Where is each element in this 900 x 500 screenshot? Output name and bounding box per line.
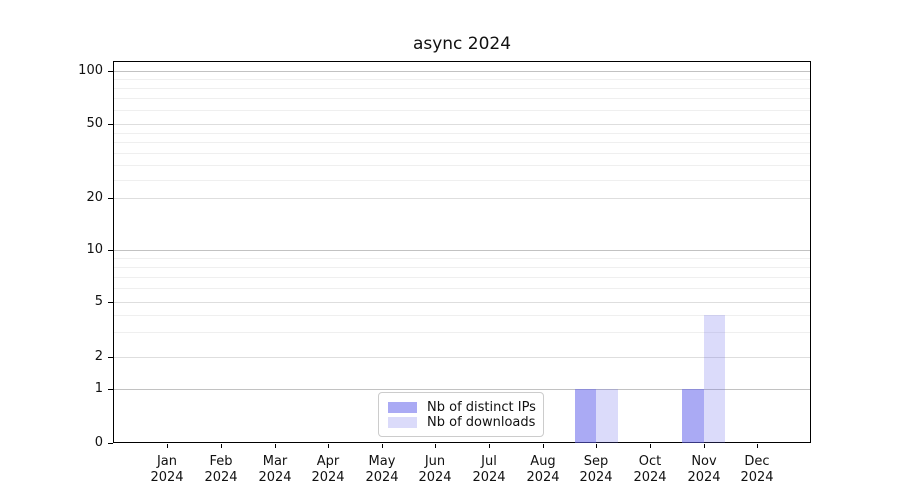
x-tick-mark [167, 444, 168, 448]
x-tick-label: Jan 2024 [150, 454, 184, 485]
gridline-major [114, 71, 810, 72]
gridline-major [114, 389, 810, 390]
y-tick-mark [108, 443, 113, 444]
legend-item-distinct-ips: Nb of distinct IPs [388, 400, 536, 415]
y-tick-mark [108, 357, 113, 358]
gridline-minor [114, 332, 810, 333]
legend-swatch-distinct-ips [388, 402, 417, 413]
gridline-minor [114, 288, 810, 289]
x-tick-mark [275, 444, 276, 448]
x-tick-label: Nov 2024 [687, 454, 721, 485]
x-tick-mark [489, 444, 490, 448]
bar-downloads-sep [596, 389, 618, 443]
x-tick-label: Aug 2024 [526, 454, 560, 485]
y-tick-label: 5 [94, 294, 103, 309]
y-tick-label: 10 [86, 242, 103, 257]
y-tick-label: 20 [86, 190, 103, 205]
gridline-minor [114, 153, 810, 154]
gridline-major [114, 302, 810, 303]
x-tick-mark [650, 444, 651, 448]
x-tick-label: Jun 2024 [418, 454, 452, 485]
legend: Nb of distinct IPs Nb of downloads [378, 392, 544, 437]
bar-distinct-ips-sep [574, 389, 597, 443]
y-tick-mark [108, 124, 113, 125]
bar-downloads-nov [703, 314, 726, 443]
gridline-major [114, 198, 810, 199]
gridline-minor [114, 79, 810, 80]
y-tick-label: 1 [94, 381, 103, 396]
x-tick-label: Feb 2024 [204, 454, 238, 485]
bar-distinct-ips-nov [682, 389, 704, 443]
x-tick-label: Oct 2024 [633, 454, 667, 485]
x-tick-label: May 2024 [365, 454, 399, 485]
gridline-major [114, 357, 810, 358]
legend-label-downloads: Nb of downloads [427, 415, 536, 430]
gridline-minor [114, 258, 810, 259]
x-tick-mark [435, 444, 436, 448]
x-tick-mark [704, 444, 705, 448]
y-tick-label: 50 [86, 116, 103, 131]
y-tick-mark [108, 250, 113, 251]
y-tick-mark [108, 71, 113, 72]
x-tick-mark [382, 444, 383, 448]
x-tick-label: Dec 2024 [740, 454, 774, 485]
y-tick-mark [108, 198, 113, 199]
legend-swatch-downloads [388, 417, 417, 428]
y-tick-label: 100 [78, 63, 103, 78]
gridline-minor [114, 315, 810, 316]
y-tick-label: 2 [94, 349, 103, 364]
x-tick-mark [221, 444, 222, 448]
gridline-minor [114, 133, 810, 134]
chart-title: async 2024 [412, 34, 512, 54]
gridline-minor [114, 165, 810, 166]
x-tick-mark [543, 444, 544, 448]
x-tick-label: Jul 2024 [472, 454, 506, 485]
plot-area [113, 61, 811, 443]
gridline-minor [114, 277, 810, 278]
gridline-minor [114, 98, 810, 99]
x-tick-label: Mar 2024 [258, 454, 292, 485]
x-tick-mark [596, 444, 597, 448]
gridline-major [114, 250, 810, 251]
legend-item-downloads: Nb of downloads [388, 415, 536, 430]
y-tick-mark [108, 302, 113, 303]
y-tick-mark [108, 389, 113, 390]
x-tick-mark [328, 444, 329, 448]
gridline-minor [114, 180, 810, 181]
gridline-minor [114, 267, 810, 268]
x-tick-label: Sep 2024 [579, 454, 613, 485]
gridline-major [114, 124, 810, 125]
x-tick-mark [757, 444, 758, 448]
legend-label-distinct-ips: Nb of distinct IPs [427, 400, 536, 415]
gridline-minor [114, 88, 810, 89]
gridline-minor [114, 110, 810, 111]
gridline-minor [114, 142, 810, 143]
x-tick-label: Apr 2024 [311, 454, 345, 485]
y-tick-label: 0 [94, 435, 103, 450]
